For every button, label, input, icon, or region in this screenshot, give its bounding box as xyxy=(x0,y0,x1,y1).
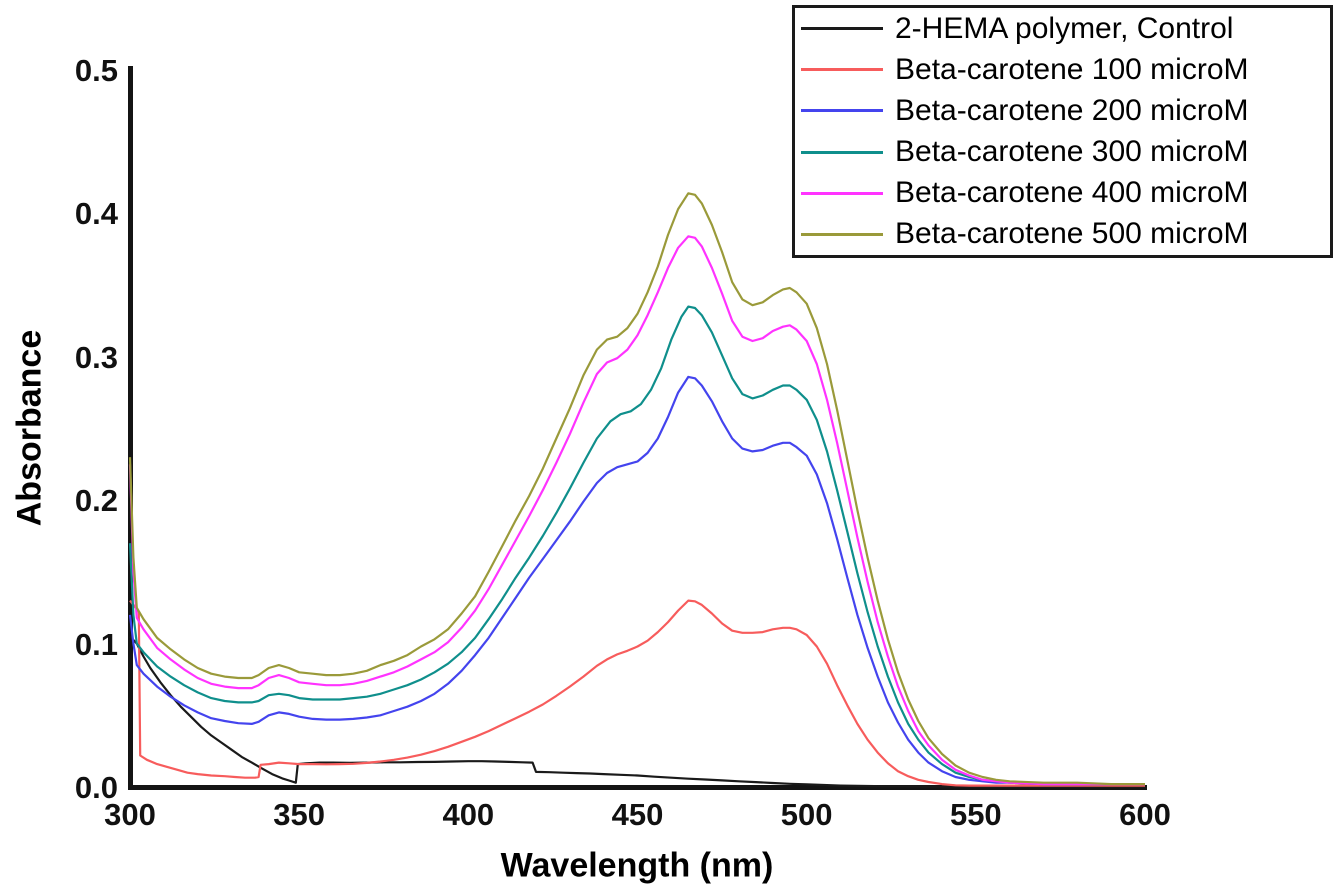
legend-entry: Beta-carotene 200 microM xyxy=(795,91,1330,131)
x-tick-label: 600 xyxy=(1119,797,1171,832)
legend-label: Beta-carotene 200 microM xyxy=(895,93,1249,127)
x-tick-label: 500 xyxy=(780,797,833,832)
x-tick-label: 450 xyxy=(611,797,664,832)
y-axis-line xyxy=(128,66,133,789)
series-line-beta-carotene-400-microm xyxy=(128,235,1145,786)
legend-line-swatch xyxy=(801,232,883,236)
x-tick-label: 300 xyxy=(104,797,156,832)
legend-label: 2-HEMA polymer, Control xyxy=(895,11,1234,45)
y-tick-label: 0.5 xyxy=(74,53,118,88)
legend: 2-HEMA polymer, Control Beta-carotene 100… xyxy=(792,5,1333,258)
legend-line-swatch xyxy=(801,109,883,113)
x-axis-line xyxy=(128,785,1147,790)
series-line-beta-carotene-100-microm xyxy=(129,599,1145,787)
legend-label: Beta-carotene 400 microM xyxy=(895,176,1249,210)
legend-label: Beta-carotene 500 microM xyxy=(895,217,1249,251)
legend-line-swatch xyxy=(801,150,883,154)
series-line-beta-carotene-200-microm xyxy=(128,375,1145,786)
y-tick-label: 0.1 xyxy=(74,626,118,662)
legend-entry: 2-HEMA polymer, Control xyxy=(795,9,1330,49)
legend-entry: Beta-carotene 100 microM xyxy=(795,50,1330,90)
legend-label: Beta-carotene 300 microM xyxy=(895,135,1249,169)
series-line-beta-carotene-500-microm xyxy=(128,192,1145,786)
x-tick-label: 550 xyxy=(949,797,1002,832)
legend-line-swatch xyxy=(801,27,883,31)
x-tick-label: 400 xyxy=(442,797,495,832)
y-tick-label: 0.2 xyxy=(74,483,118,519)
y-tick-label: 0.3 xyxy=(74,339,118,375)
x-axis-title: Wavelength (nm) xyxy=(500,846,774,885)
legend-entry: Beta-carotene 300 microM xyxy=(795,132,1330,172)
series-line-2-hema-polymer-control xyxy=(129,635,1145,789)
legend-line-swatch xyxy=(801,191,883,195)
y-tick-label: 0.4 xyxy=(74,196,118,232)
legend-line-swatch xyxy=(801,68,883,72)
series-line-beta-carotene-300-microm xyxy=(128,305,1145,786)
legend-entry: Beta-carotene 500 microM xyxy=(795,214,1330,254)
y-tick-label: 0.0 xyxy=(74,770,118,805)
legend-label: Beta-carotene 100 microM xyxy=(895,52,1249,86)
legend-entry: Beta-carotene 400 microM xyxy=(795,173,1330,213)
x-tick-label: 350 xyxy=(273,797,326,832)
